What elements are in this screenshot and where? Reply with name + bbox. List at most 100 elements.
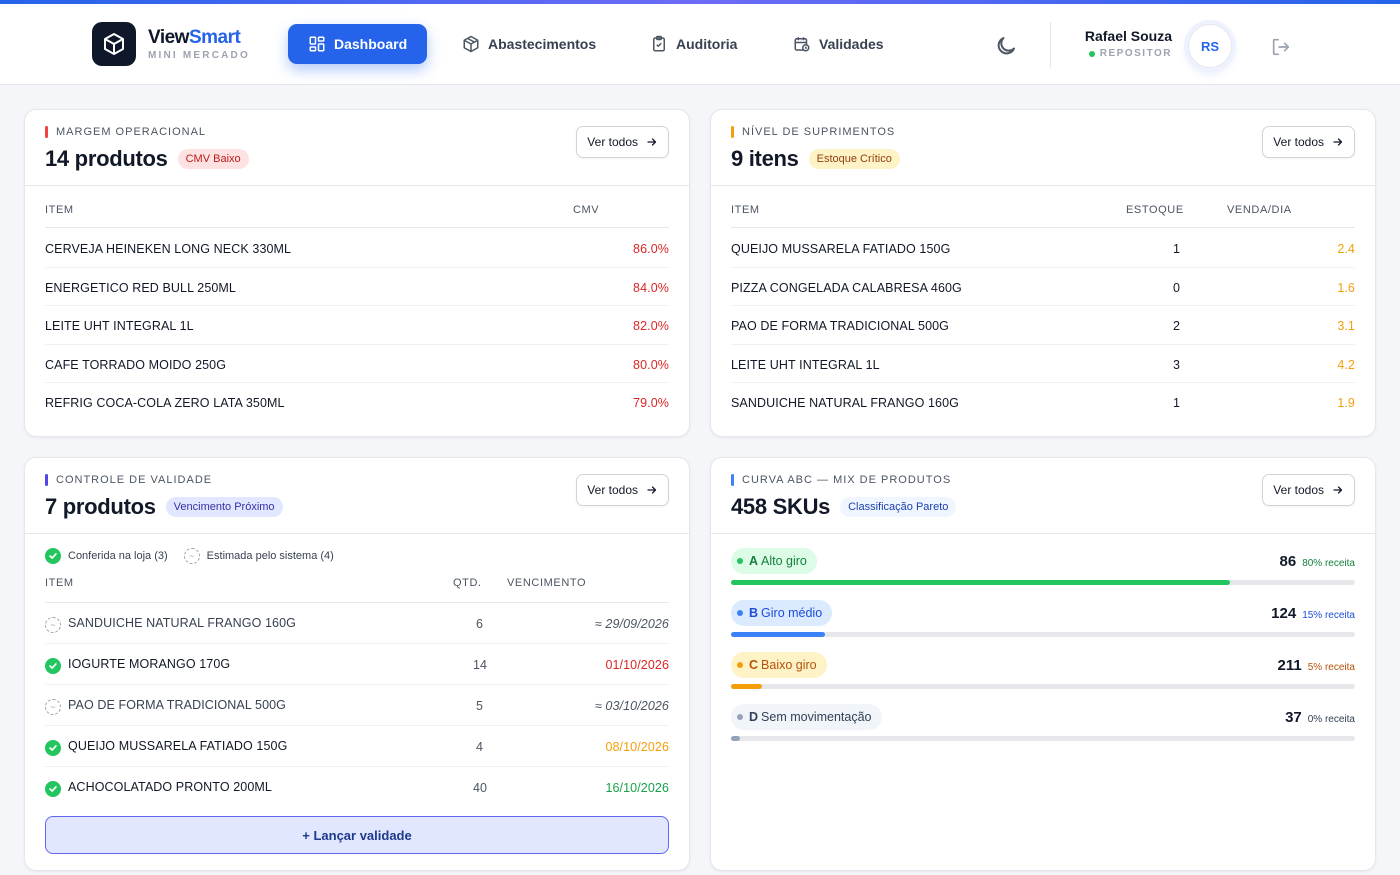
progress-fill: [731, 580, 1231, 585]
check-circle-icon: [45, 658, 61, 674]
table-header: ITEM CMV: [45, 186, 669, 228]
column-header-qtd: QTD.: [453, 577, 482, 589]
table-row[interactable]: SANDUICHE NATURAL FRANGO 160G 1 1.9: [731, 396, 1355, 410]
table-row[interactable]: QUEIJO MUSSARELA FATIADO 150G 4 08/10/20…: [45, 726, 669, 767]
table-header: ITEM ESTOQUE VENDA/DIA: [731, 186, 1355, 228]
column-header-item: ITEM: [731, 204, 760, 216]
progress-track: [731, 580, 1355, 585]
card-title: 458 SKUs Classificação Pareto: [731, 494, 957, 520]
progress-track: [731, 684, 1355, 689]
class-pill: D Sem movimentação: [731, 704, 882, 730]
view-all-button[interactable]: Ver todos: [1262, 474, 1355, 506]
table-row[interactable]: ENERGETICO RED BULL 250ML 84.0%: [45, 268, 669, 306]
card-nivel-suprimentos: NÍVEL DE SUPRIMENTOS 9 itens Estoque Crí…: [710, 109, 1376, 437]
status-badge: Estoque Crítico: [808, 149, 900, 169]
abc-class-d[interactable]: D Sem movimentação 37 0% receita: [731, 704, 1355, 756]
progress-track: [731, 736, 1355, 741]
card-margem-operacional: MARGEM OPERACIONAL 14 produtos CMV Baixo…: [24, 109, 690, 437]
table-row[interactable]: LEITE UHT INTEGRAL 1L 3 4.2: [731, 345, 1355, 383]
status-badge: Classificação Pareto: [840, 497, 957, 517]
validity-legend: Conferida na loja (3) ~ Estimada pelo si…: [45, 548, 334, 564]
table-row[interactable]: ~ SANDUICHE NATURAL FRANGO 160G 6 ≈ 29/0…: [45, 603, 669, 644]
class-pill: B Giro médio: [731, 600, 833, 626]
table-row[interactable]: IOGURTE MORANGO 170G 14 01/10/2026: [45, 644, 669, 685]
abc-class-a[interactable]: A Alto giro 86 80% receita: [731, 548, 1355, 600]
class-value: 124 15% receita: [1271, 605, 1355, 622]
progress-fill: [731, 632, 825, 637]
table-row[interactable]: CERVEJA HEINEKEN LONG NECK 330ML 86.0%: [45, 229, 669, 268]
card-count: 14 produtos: [45, 146, 168, 171]
arrow-right-icon: [647, 138, 657, 146]
user-role: REPOSITOR: [1088, 48, 1172, 59]
estimated-dashed-icon: ~: [45, 617, 61, 633]
class-dot: [737, 662, 743, 668]
arrow-right-icon: [647, 486, 657, 494]
brand-name: ViewSmart: [148, 27, 241, 48]
online-status-dot: [1088, 50, 1095, 57]
brand: ViewSmart MINI MERCADO: [148, 27, 250, 62]
arrow-right-icon: [1333, 486, 1343, 494]
nav-validades[interactable]: Validades: [793, 24, 884, 64]
moon-icon[interactable]: [994, 34, 1018, 58]
view-all-button[interactable]: Ver todos: [576, 474, 669, 506]
cube-icon: [104, 33, 124, 55]
card-header: CONTROLE DE VALIDADE 7 produtos Vencimen…: [25, 458, 689, 534]
column-header-item: ITEM: [45, 577, 74, 589]
class-pill: A Alto giro: [731, 548, 817, 574]
table-header: ITEM QTD. VENCIMENTO: [45, 561, 669, 603]
nav-auditoria[interactable]: Auditoria: [650, 24, 737, 64]
card-label: CURVA ABC — MIX DE PRODUTOS: [731, 474, 951, 486]
card-curva-abc: CURVA ABC — MIX DE PRODUTOS 458 SKUs Cla…: [710, 457, 1376, 871]
class-value: 86 80% receita: [1279, 553, 1356, 570]
avatar[interactable]: RS: [1188, 24, 1232, 68]
class-dot: [737, 610, 743, 616]
view-all-button[interactable]: Ver todos: [576, 126, 669, 158]
top-accent-bar: [0, 0, 1400, 4]
table-row[interactable]: LEITE UHT INTEGRAL 1L 82.0%: [45, 306, 669, 345]
logout-icon[interactable]: [1270, 36, 1292, 58]
card-label: MARGEM OPERACIONAL: [45, 126, 206, 138]
column-header-estoque: ESTOQUE: [1126, 204, 1184, 216]
nav-abastecimentos[interactable]: Abastecimentos: [462, 24, 596, 64]
card-title: 9 itens Estoque Crítico: [731, 146, 900, 172]
table-row[interactable]: CAFE TORRADO MOIDO 250G 80.0%: [45, 345, 669, 383]
logo[interactable]: [92, 22, 136, 66]
nav-dashboard[interactable]: Dashboard: [288, 24, 428, 64]
column-header-venda-dia: VENDA/DIA: [1227, 204, 1292, 216]
card-controle-validade: CONTROLE DE VALIDADE 7 produtos Vencimen…: [24, 457, 690, 871]
class-pill: C Baixo giro: [731, 652, 827, 678]
abc-class-b[interactable]: B Giro médio 124 15% receita: [731, 600, 1355, 652]
estimated-dashed-icon: ~: [45, 699, 61, 715]
progress-fill: [731, 736, 741, 741]
table-row[interactable]: PIZZA CONGELADA CALABRESA 460G 0 1.6: [731, 268, 1355, 306]
table-row[interactable]: ACHOCOLATADO PRONTO 200ML 40 16/10/2026: [45, 767, 669, 808]
table-body: QUEIJO MUSSARELA FATIADO 150G 1 2.4 PIZZA …: [711, 229, 1375, 424]
launch-validity-button[interactable]: + Lançar validade: [45, 816, 669, 854]
calendar-clock-icon: [794, 37, 810, 52]
abc-class-c[interactable]: C Baixo giro 211 5% receita: [731, 652, 1355, 704]
view-all-button[interactable]: Ver todos: [1262, 126, 1355, 158]
class-dot: [737, 714, 743, 720]
clipboard-check-icon: [653, 35, 665, 52]
card-header: MARGEM OPERACIONAL 14 produtos CMV Baixo…: [25, 110, 689, 186]
card-count: 7 produtos: [45, 494, 156, 519]
table-body: CERVEJA HEINEKEN LONG NECK 330ML 86.0% EN…: [25, 229, 689, 424]
user-name: Rafael Souza: [1084, 28, 1172, 44]
check-circle-icon: [45, 781, 61, 797]
status-badge: Vencimento Próximo: [165, 497, 283, 517]
column-header-item: ITEM: [45, 204, 74, 216]
class-value: 211 5% receita: [1277, 657, 1355, 674]
check-circle-icon: [45, 740, 61, 756]
table-row[interactable]: REFRIG COCA-COLA ZERO LATA 350ML 79.0%: [45, 396, 669, 410]
column-header-vencimento: VENCIMENTO: [507, 577, 587, 589]
table-row[interactable]: QUEIJO MUSSARELA FATIADO 150G 1 2.4: [731, 229, 1355, 268]
box-icon: [463, 35, 479, 53]
card-header: CURVA ABC — MIX DE PRODUTOS 458 SKUs Cla…: [711, 458, 1375, 534]
card-label: NÍVEL DE SUPRIMENTOS: [731, 126, 895, 138]
app-header: ViewSmart MINI MERCADO Dashboard Abastec…: [0, 4, 1400, 85]
arrow-right-icon: [1333, 138, 1343, 146]
table-row[interactable]: ~ PAO DE FORMA TRADICIONAL 500G 5 ≈ 03/1…: [45, 685, 669, 726]
card-count: 9 itens: [731, 146, 799, 171]
table-row[interactable]: PAO DE FORMA TRADICIONAL 500G 2 3.1: [731, 306, 1355, 345]
header-divider: [1050, 22, 1051, 68]
